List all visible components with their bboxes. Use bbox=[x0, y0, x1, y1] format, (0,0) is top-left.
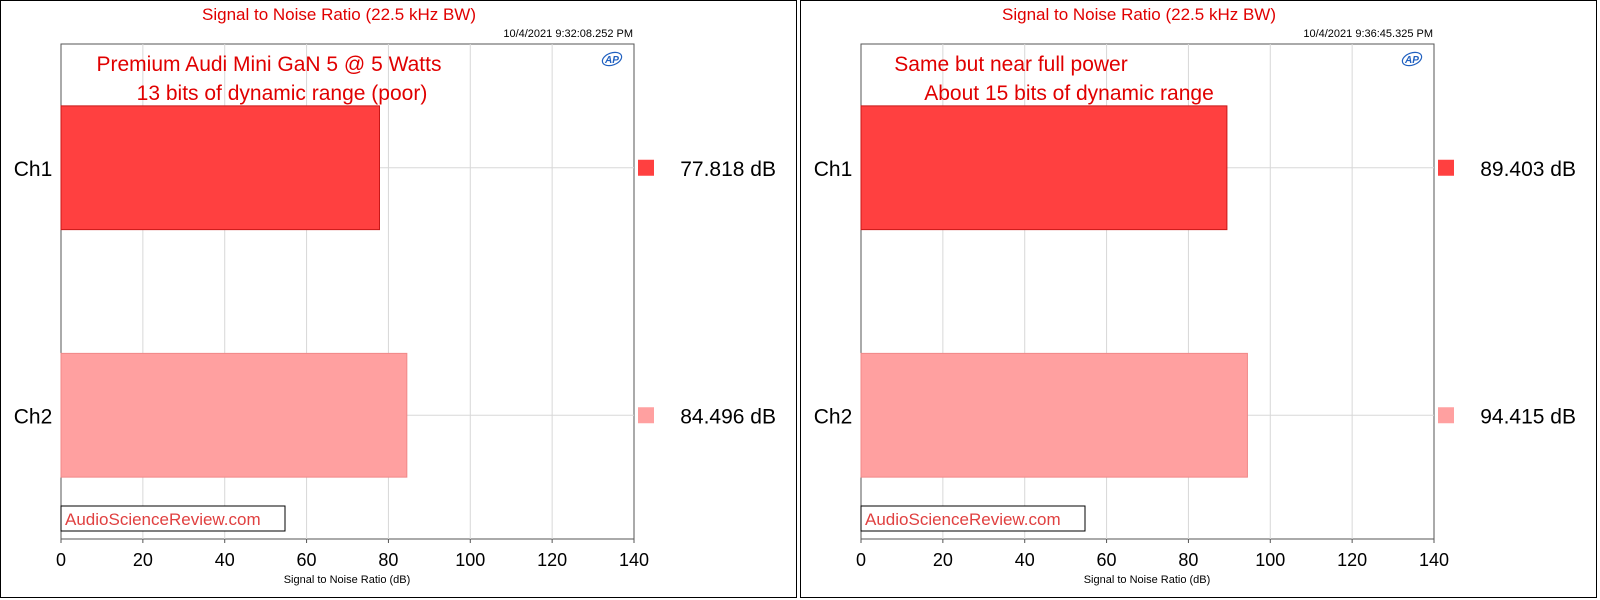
legend-swatch bbox=[638, 407, 654, 424]
watermark-box bbox=[60, 505, 286, 532]
chart-annotation: Same but near full power bbox=[894, 53, 1127, 76]
x-tick-label: 40 bbox=[1015, 550, 1035, 570]
category-label: Ch1 bbox=[14, 158, 53, 181]
data-label: 77.818 dB bbox=[680, 158, 776, 181]
chart-title: Signal to Noise Ratio (22.5 kHz BW) bbox=[1002, 5, 1276, 24]
category-label: Ch2 bbox=[814, 405, 853, 428]
chart-annotation: About 15 bits of dynamic range bbox=[924, 82, 1214, 105]
chart-annotation: 13 bits of dynamic range (poor) bbox=[137, 82, 428, 105]
snr-chart-right: Signal to Noise Ratio (22.5 kHz BW) 10/4/… bbox=[814, 5, 1576, 586]
bar-ch2 bbox=[60, 352, 408, 478]
x-tick-label: 0 bbox=[856, 550, 866, 570]
x-tick-label: 20 bbox=[933, 550, 953, 570]
x-tick-label: 0 bbox=[56, 550, 66, 570]
data-label: 84.496 dB bbox=[680, 405, 776, 428]
x-tick-label: 60 bbox=[1097, 550, 1117, 570]
x-tick-label: 20 bbox=[133, 550, 153, 570]
logo-text: AP bbox=[604, 55, 619, 66]
x-tick-label: 60 bbox=[297, 550, 317, 570]
watermark-text: AudioScienceReview.com bbox=[65, 510, 261, 529]
x-tick-label: 140 bbox=[619, 550, 649, 570]
x-tick-label: 40 bbox=[215, 550, 235, 570]
watermark-box bbox=[860, 505, 1086, 532]
snr-chart-right-panel: Signal to Noise Ratio (22.5 kHz BW) 10/4/… bbox=[800, 0, 1597, 598]
legend-swatch bbox=[1438, 159, 1454, 176]
x-tick-label: 120 bbox=[537, 550, 567, 570]
x-tick-label: 120 bbox=[1337, 550, 1367, 570]
bar-ch1 bbox=[860, 105, 1228, 231]
snr-chart-left-panel: Signal to Noise Ratio (22.5 kHz BW) 10/4/… bbox=[0, 0, 797, 598]
x-tick-label: 140 bbox=[1419, 550, 1449, 570]
bar-ch2 bbox=[860, 352, 1248, 478]
category-label: Ch1 bbox=[814, 158, 853, 181]
x-axis-label: Signal to Noise Ratio (dB) bbox=[284, 574, 411, 586]
x-tick-label: 80 bbox=[1178, 550, 1198, 570]
x-tick-label: 100 bbox=[1255, 550, 1285, 570]
chart-annotation: Premium Audi Mini GaN 5 @ 5 Watts bbox=[97, 53, 442, 76]
logo-ring bbox=[1401, 51, 1423, 67]
ap-logo-icon: AP bbox=[1401, 51, 1423, 67]
watermark-text: AudioScienceReview.com bbox=[865, 510, 1061, 529]
legend-swatch bbox=[1438, 407, 1454, 424]
data-label: 89.403 dB bbox=[1480, 158, 1576, 181]
x-tick-label: 100 bbox=[455, 550, 485, 570]
legend-swatch bbox=[638, 159, 654, 176]
logo-ring bbox=[601, 51, 623, 67]
x-tick-label: 80 bbox=[378, 550, 398, 570]
x-axis-label: Signal to Noise Ratio (dB) bbox=[1084, 574, 1211, 586]
chart-timestamp: 10/4/2021 9:36:45.325 PM bbox=[1303, 28, 1433, 40]
data-label: 94.415 dB bbox=[1480, 405, 1576, 428]
bar-ch1 bbox=[60, 105, 380, 231]
chart-title: Signal to Noise Ratio (22.5 kHz BW) bbox=[202, 5, 476, 24]
chart-timestamp: 10/4/2021 9:32:08.252 PM bbox=[503, 28, 633, 40]
logo-text: AP bbox=[1404, 55, 1419, 66]
category-label: Ch2 bbox=[14, 405, 53, 428]
ap-logo-icon: AP bbox=[601, 51, 623, 67]
snr-chart-left: Signal to Noise Ratio (22.5 kHz BW) 10/4/… bbox=[14, 5, 776, 586]
